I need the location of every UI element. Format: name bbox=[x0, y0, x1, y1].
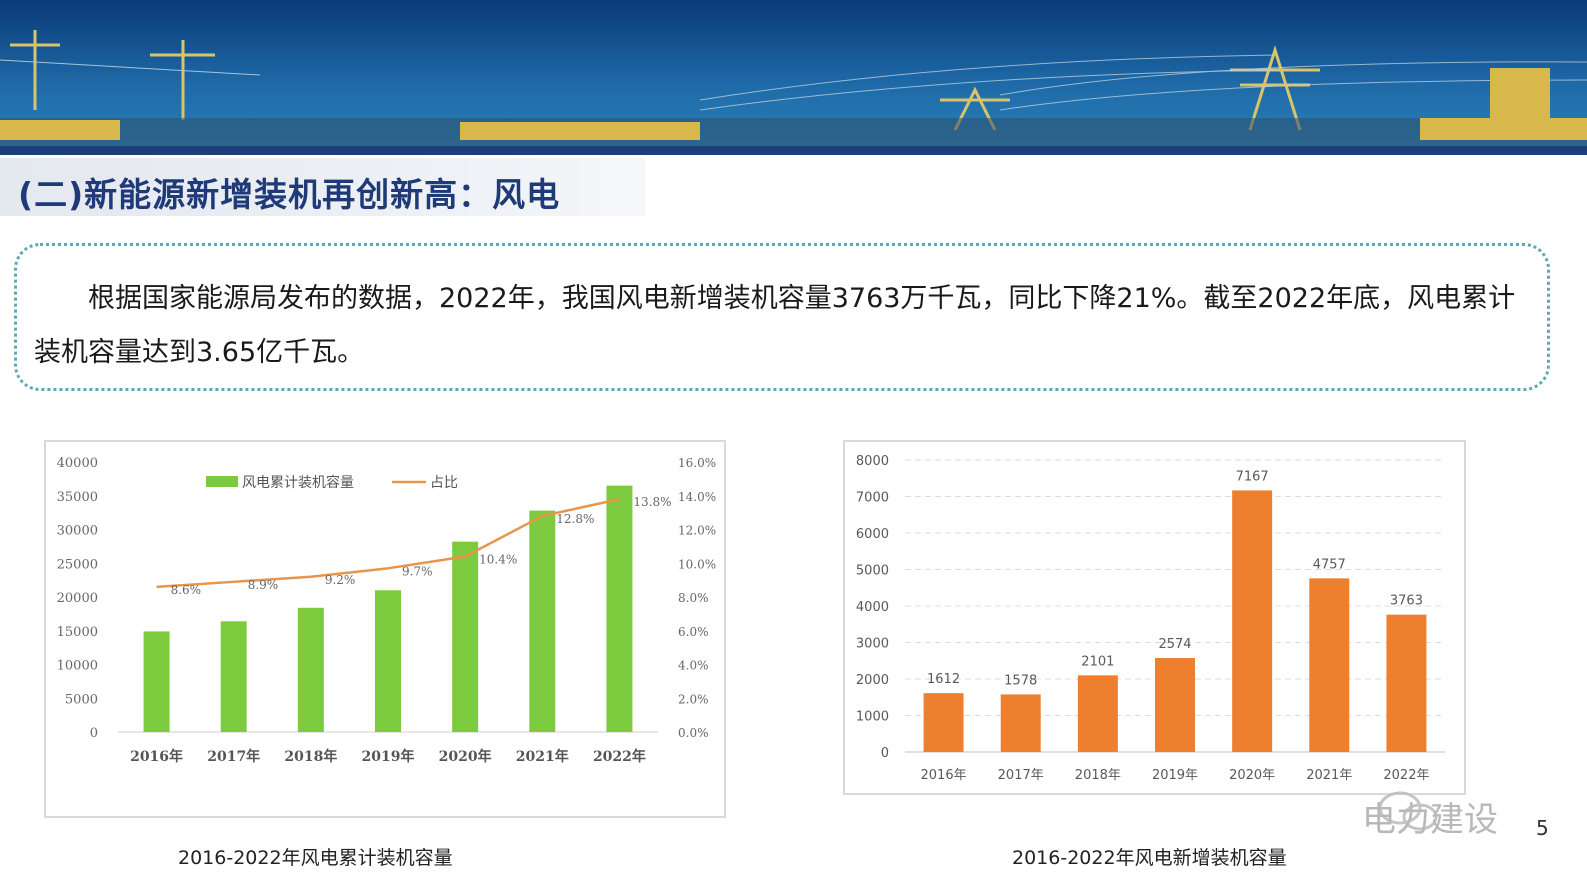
legend-label: 风电累计装机容量 bbox=[242, 474, 354, 491]
watermark-text: 电力建设 bbox=[1362, 800, 1498, 840]
y-tick-label: 6000 bbox=[856, 527, 889, 542]
y-tick-label: 40000 bbox=[57, 456, 98, 471]
y-tick-label: 35000 bbox=[57, 490, 98, 505]
chart-caption-new: 2016-2022年风电新增装机容量 bbox=[1012, 847, 1287, 869]
bar bbox=[529, 510, 556, 732]
page-title: (二)新能源新增装机再创新高：风电 bbox=[18, 175, 561, 214]
data-label: 9.7% bbox=[402, 564, 433, 578]
series-line-share bbox=[156, 497, 620, 589]
legend-swatch-bars bbox=[206, 476, 238, 487]
y-tick-label: 5000 bbox=[856, 564, 889, 579]
bar bbox=[1386, 614, 1427, 752]
data-label: 4757 bbox=[1313, 557, 1346, 572]
bar bbox=[923, 693, 964, 752]
data-label: 10.4% bbox=[479, 553, 517, 567]
x-tick-label: 2016年 bbox=[921, 768, 967, 783]
cumulative-capacity-chart: 0 5000 10000 15000 20000 25000 30000 35000 40000… bbox=[44, 440, 726, 818]
intro-paragraph: 根据国家能源局发布的数据，2022年，我国风电新增装机容量3763万千瓦，同比下… bbox=[34, 283, 1516, 368]
bar bbox=[375, 590, 401, 732]
wechat-icon bbox=[1378, 791, 1438, 831]
title-background bbox=[0, 158, 645, 216]
x-tick-label: 2021年 bbox=[516, 748, 569, 765]
y2-tick-label: 12.0% bbox=[678, 524, 716, 538]
data-label: 12.8% bbox=[556, 512, 594, 526]
power-tower-icon bbox=[0, 30, 1320, 131]
y-tick-label: 25000 bbox=[57, 557, 98, 572]
y2-tick-label: 2.0% bbox=[678, 692, 709, 706]
data-label: 3763 bbox=[1390, 594, 1423, 609]
bar bbox=[1000, 694, 1041, 752]
bar bbox=[1155, 658, 1195, 752]
bar bbox=[220, 621, 247, 732]
y2-tick-label: 14.0% bbox=[678, 490, 716, 504]
data-label: 9.2% bbox=[325, 573, 356, 587]
x-tick-label: 2022年 bbox=[1383, 768, 1429, 783]
y-tick-label: 5000 bbox=[65, 692, 98, 707]
bar bbox=[143, 631, 170, 732]
chart-caption-cumulative: 2016-2022年风电累计装机容量 bbox=[178, 847, 453, 869]
page-number: 5 bbox=[1536, 816, 1549, 840]
bar bbox=[452, 541, 479, 732]
x-tick-label: 2021年 bbox=[1306, 768, 1352, 783]
x-tick-label: 2018年 bbox=[1075, 768, 1121, 783]
y-tick-label: 0 bbox=[881, 746, 889, 761]
bar bbox=[1309, 578, 1350, 752]
x-tick-label: 2020年 bbox=[1229, 768, 1275, 783]
y-tick-label: 10000 bbox=[57, 659, 98, 674]
y-tick-label: 3000 bbox=[856, 637, 889, 652]
y2-tick-label: 4.0% bbox=[678, 659, 709, 673]
bar bbox=[1232, 490, 1273, 752]
data-label: 2574 bbox=[1158, 637, 1191, 652]
y-tick-label: 15000 bbox=[57, 625, 98, 640]
bar bbox=[606, 485, 633, 732]
y-tick-label: 7000 bbox=[856, 491, 889, 506]
y2-tick-label: 10.0% bbox=[678, 557, 716, 571]
cumulative-capacity-svg: 0 5000 10000 15000 20000 25000 30000 35000 40000… bbox=[57, 456, 716, 765]
data-label: 8.9% bbox=[248, 578, 279, 592]
y-tick-label: 4000 bbox=[856, 600, 889, 615]
data-label: 8.6% bbox=[171, 583, 202, 597]
x-tick-label: 2019年 bbox=[1152, 768, 1198, 783]
intro-frame bbox=[14, 243, 1550, 391]
x-tick-label: 2016年 bbox=[130, 748, 183, 765]
y2-tick-label: 16.0% bbox=[678, 456, 716, 470]
new-capacity-chart: 0 1000 2000 3000 4000 5000 6000 7000 8000 1612 201… bbox=[843, 440, 1466, 795]
new-capacity-svg: 0 1000 2000 3000 4000 5000 6000 7000 8000 1612 201… bbox=[856, 454, 1445, 783]
x-tick-label: 2017年 bbox=[998, 768, 1044, 783]
y2-tick-label: 8.0% bbox=[678, 591, 709, 605]
y-tick-label: 30000 bbox=[57, 524, 98, 539]
y-tick-label: 8000 bbox=[856, 454, 889, 469]
data-label: 2101 bbox=[1081, 654, 1114, 669]
bar bbox=[297, 607, 324, 732]
data-label: 1578 bbox=[1004, 673, 1037, 688]
y-tick-label: 2000 bbox=[856, 673, 889, 688]
y-tick-label: 20000 bbox=[57, 591, 98, 606]
data-label: 13.8% bbox=[633, 495, 671, 509]
y2-tick-label: 0.0% bbox=[678, 726, 709, 740]
data-label: 1612 bbox=[927, 672, 960, 687]
bar bbox=[1077, 675, 1118, 752]
data-label: 7167 bbox=[1236, 469, 1269, 484]
header-banner bbox=[0, 0, 1587, 155]
y2-tick-label: 6.0% bbox=[678, 625, 709, 639]
x-tick-label: 2022年 bbox=[593, 748, 646, 765]
legend-label: 占比 bbox=[430, 475, 458, 491]
x-tick-label: 2020年 bbox=[439, 748, 492, 765]
y-tick-label: 1000 bbox=[856, 710, 889, 725]
x-tick-label: 2019年 bbox=[362, 748, 415, 765]
x-tick-label: 2018年 bbox=[284, 748, 337, 765]
x-tick-label: 2017年 bbox=[207, 748, 260, 765]
y-tick-label: 0 bbox=[90, 726, 98, 741]
